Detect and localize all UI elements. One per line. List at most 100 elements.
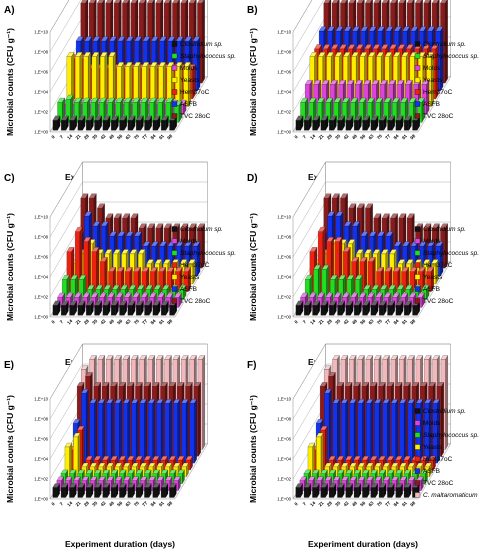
y-tick-label: 1,E+10 (277, 397, 291, 402)
y-tick-label: 1,E+04 (34, 90, 48, 95)
bar (365, 398, 374, 464)
bar (316, 432, 324, 478)
x-tick-label: 70 (133, 500, 140, 507)
bar (152, 300, 161, 316)
legend-label: Hem37oC (423, 89, 453, 96)
x-tick-label: 7 (59, 501, 65, 507)
bar (164, 398, 172, 464)
legend-swatch (414, 113, 421, 119)
bar (102, 483, 110, 498)
y-tick-label: 1,E+06 (277, 437, 291, 442)
bar (166, 61, 175, 108)
bar (77, 300, 86, 316)
x-tick-label: 98 (166, 318, 173, 325)
y-tick-label: 1,E+02 (34, 477, 48, 482)
legend-swatch (171, 238, 178, 244)
bar (354, 300, 362, 316)
bar (337, 300, 345, 316)
x-tick-label: 0 (293, 319, 299, 325)
bar (110, 483, 119, 498)
legend-label: Yeasts (423, 444, 443, 451)
bar (66, 51, 75, 108)
bar (169, 115, 177, 131)
bar (390, 398, 399, 464)
x-tick-label: 21 (318, 500, 325, 507)
bar (61, 300, 69, 316)
bar (370, 483, 378, 498)
bar (127, 483, 135, 498)
legend-label: Molds (180, 65, 198, 72)
legend-swatch (171, 226, 178, 232)
bar (345, 300, 354, 316)
bar (304, 115, 312, 131)
legend-swatch (414, 77, 421, 83)
bar (295, 115, 304, 131)
bar (127, 115, 136, 131)
legend-swatch (414, 420, 421, 426)
bar (387, 300, 395, 316)
bar (362, 300, 370, 316)
bar (158, 61, 166, 108)
bar (161, 300, 169, 316)
x-tick-label: 49 (108, 500, 115, 507)
legend-label: Hem37oC (180, 262, 210, 269)
x-tick-label: 84 (393, 318, 400, 325)
bar (370, 300, 379, 316)
bar (329, 115, 337, 131)
bar (404, 300, 412, 316)
x-tick-label: 35 (334, 318, 341, 325)
gridline (49, 0, 82, 53)
x-axis-label: Experiment duration (days) (308, 539, 418, 549)
legend-label: Clostridium sp. (180, 226, 223, 233)
y-tick-label: 1,E+10 (34, 215, 48, 220)
legend-label: Staphylococcus sp. (423, 53, 479, 60)
x-tick-label: 35 (91, 500, 98, 507)
y-tick-label: 1,E+06 (277, 255, 291, 260)
bar (135, 483, 144, 498)
bar (69, 483, 77, 498)
bar (133, 61, 141, 108)
x-tick-label: 63 (368, 133, 375, 140)
bar (395, 300, 404, 316)
x-tick-label: 42 (343, 318, 350, 325)
x-tick-label: 91 (158, 318, 165, 325)
legend-swatch (414, 456, 421, 462)
bar (382, 398, 390, 464)
panel-label: C) (4, 173, 15, 184)
bar (152, 115, 161, 131)
bar (329, 300, 337, 316)
y-tick-label: 1,E+00 (34, 130, 48, 135)
x-tick-label: 91 (158, 500, 165, 507)
x-tick-label: 70 (376, 318, 383, 325)
x-tick-label: 14 (66, 500, 73, 507)
legend-swatch (171, 250, 178, 256)
legend-swatch (414, 226, 421, 232)
legend-swatch (414, 408, 421, 414)
bar (387, 483, 395, 498)
y-axis-label: Microbial counts (CFU g⁻¹) (248, 28, 258, 136)
x-tick-label: 35 (91, 318, 98, 325)
bar (69, 300, 77, 316)
bar (122, 398, 131, 464)
x-tick-label: 7 (59, 134, 65, 140)
bar (172, 398, 181, 464)
bar (119, 483, 127, 498)
bar (85, 483, 94, 498)
bar (99, 256, 108, 293)
bar (108, 51, 116, 108)
bar (147, 398, 156, 464)
bar (362, 115, 370, 131)
legend-label: Hem37oC (423, 262, 453, 269)
bar (403, 483, 412, 498)
bar (345, 115, 354, 131)
x-tick-label: 84 (150, 318, 157, 325)
panel-1: B)Microbial counts (CFU g⁻¹)Experiment d… (247, 0, 479, 182)
legend-swatch (414, 250, 421, 256)
x-tick-label: 7 (302, 134, 308, 140)
legend-label: TVC 28oC (423, 480, 454, 487)
legend-label: ASFB (180, 101, 197, 108)
legend-label: ASFB (423, 286, 440, 293)
x-tick-label: 70 (376, 133, 383, 140)
y-tick-label: 1,E+04 (34, 457, 48, 462)
